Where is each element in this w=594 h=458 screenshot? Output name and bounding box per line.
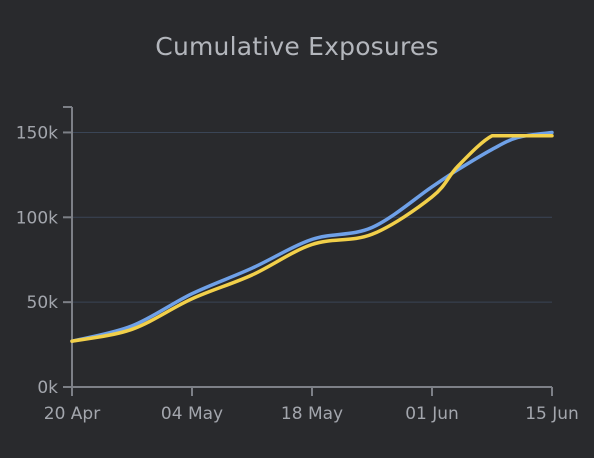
series-line-2	[70, 134, 554, 343]
y-tick-label: 0k	[37, 378, 58, 398]
x-tick-label: 01 Jun	[405, 404, 459, 424]
x-tick-label: 04 May	[161, 404, 223, 424]
y-tick-label: 100k	[16, 208, 58, 228]
series-line-1	[70, 130, 554, 343]
chart-title: Cumulative Exposures	[155, 32, 439, 61]
x-tick-label: 20 Apr	[44, 404, 100, 424]
x-tick-label: 18 May	[281, 404, 343, 424]
y-tick-label: 50k	[27, 293, 59, 313]
y-tick-label: 150k	[16, 123, 58, 143]
x-tick-label: 15 Jun	[525, 404, 579, 424]
